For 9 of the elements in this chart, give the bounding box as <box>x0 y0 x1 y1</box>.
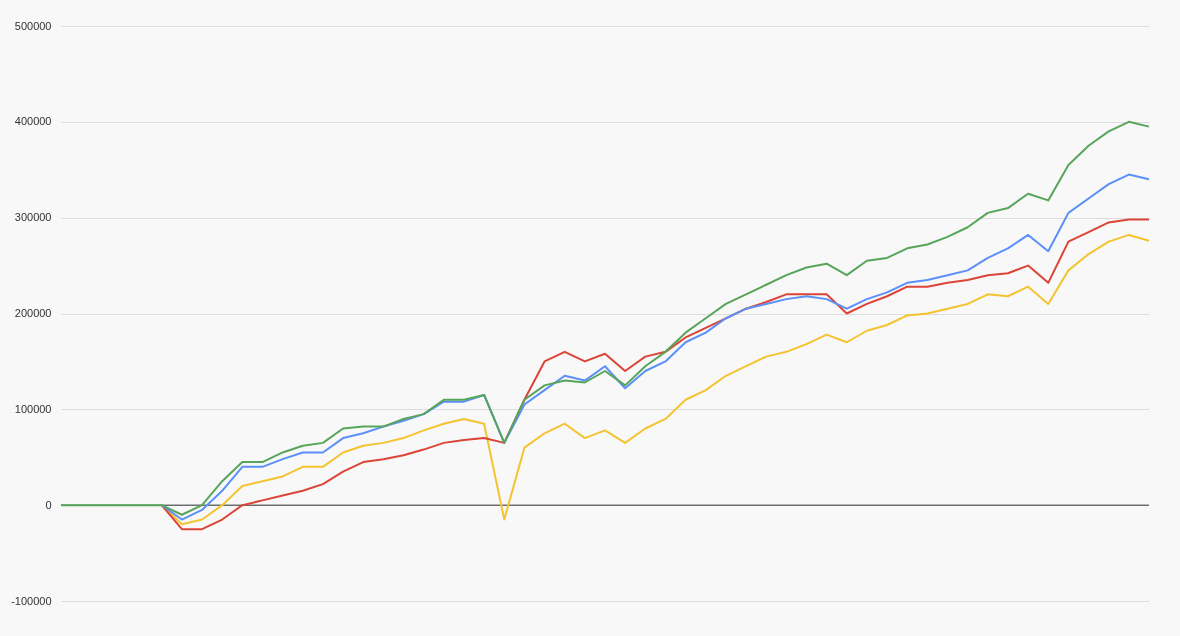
y-tick-label: -100000 <box>11 594 52 607</box>
line-series <box>160 173 1150 521</box>
y-tick-label: 300000 <box>14 211 52 224</box>
y-tick-label: 200000 <box>14 307 52 319</box>
y-tick-label: 100000 <box>14 402 52 415</box>
line-series <box>60 120 1150 516</box>
y-tick-label: 400000 <box>14 115 52 128</box>
y-tick-label: 500000 <box>14 19 52 32</box>
y-tick-label: 0 <box>45 498 52 511</box>
